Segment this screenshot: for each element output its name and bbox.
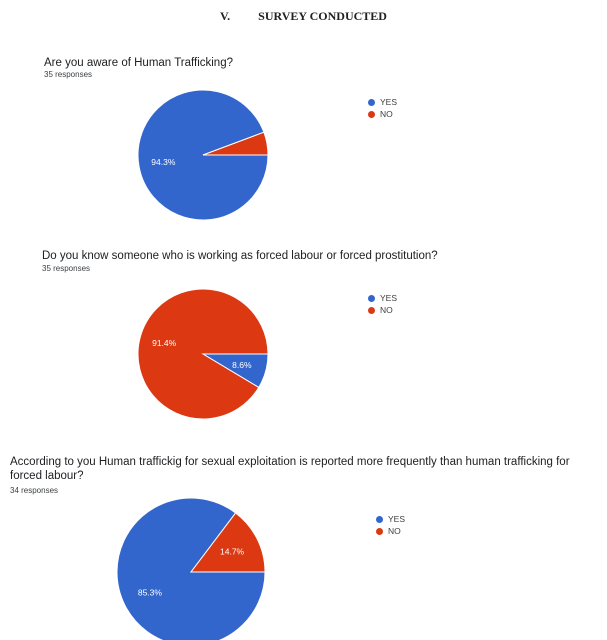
chart-1-response-count: 35 responses (44, 70, 93, 79)
chart-2-legend-no: NO (368, 304, 397, 316)
chart-2-title: Do you know someone who is working as fo… (42, 250, 438, 262)
chart-2-label-yes: 8.6% (232, 360, 252, 370)
chart-3-legend-no: NO (376, 525, 405, 537)
legend-dot-icon (368, 306, 375, 314)
chart-3-label-yes: 85.3% (138, 587, 163, 597)
chart-3-legend-yes: YES (376, 513, 405, 525)
chart-3-label-no: 14.7% (220, 547, 245, 557)
chart-3-legend: YES NO (376, 513, 405, 537)
section-number: V. (220, 9, 231, 23)
chart-1-legend: YES NO (368, 96, 397, 120)
chart-1-slice-no (202, 131, 269, 156)
legend-dot-icon (368, 110, 375, 118)
chart-3-slice-no (189, 512, 266, 573)
chart-2-legend-yes: YES (368, 292, 397, 304)
chart-2-response-count: 35 responses (42, 264, 91, 273)
chart-3-slice-yes (116, 497, 266, 640)
chart-2-legend: YES NO (368, 292, 397, 316)
chart-3-title: According to you Human traffickig for se… (10, 456, 570, 482)
legend-dot-icon (368, 98, 375, 106)
chart-3-response-count: 34 responses (10, 486, 59, 495)
legend-dot-icon (368, 294, 375, 302)
legend-dot-icon (376, 527, 383, 535)
chart-2-slice-no (137, 288, 269, 420)
chart-1-label-yes: 94.3% (151, 157, 176, 167)
chart-1-legend-yes: YES (368, 96, 397, 108)
chart-1-legend-no: NO (368, 108, 397, 120)
chart-1-title: Are you aware of Human Trafficking? (44, 57, 233, 69)
section-heading: V. SURVEY CONDUCTED (0, 9, 607, 24)
legend-dot-icon (376, 515, 383, 523)
section-title: SURVEY CONDUCTED (258, 9, 387, 23)
chart-2-label-no: 91.4% (152, 338, 177, 348)
